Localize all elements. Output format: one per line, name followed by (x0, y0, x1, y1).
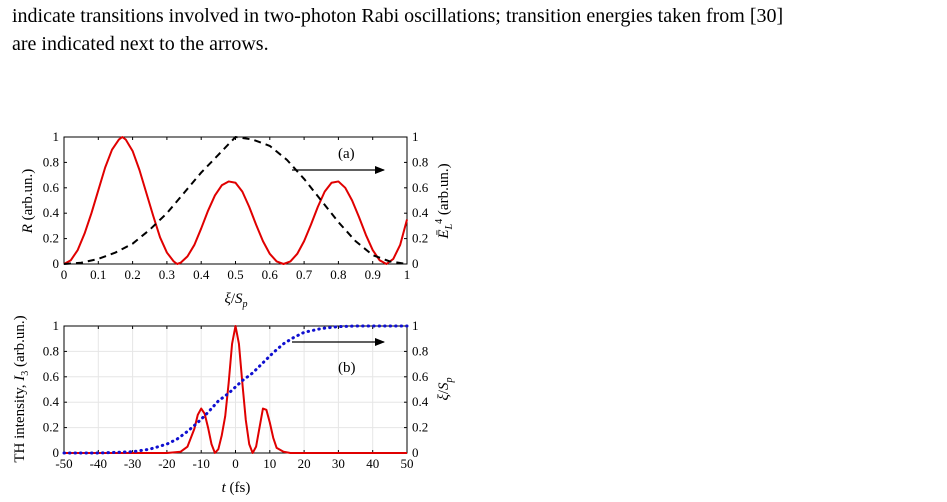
panel-a-xtick-label: 0.2 (124, 267, 140, 282)
panel-a-ylabel-right: ĒL4 (arb.un.) (434, 163, 455, 239)
svg-text:ξ/Sp: ξ/Sp (436, 377, 455, 400)
panel-a-xtick-label: 0.1 (90, 267, 106, 282)
panel-a-ytick-label-right: 1 (412, 129, 419, 144)
panel-b-xtick-label: 40 (366, 456, 379, 471)
panel-b-xtick-label: -10 (193, 456, 210, 471)
panel-a-ytick-label-right: 0.4 (412, 205, 429, 220)
panel-b-xtick-label: 20 (298, 456, 311, 471)
panel-b-ytick-label-right: 0.2 (412, 420, 428, 435)
panel-b-ytick-label-left: 0.8 (43, 343, 59, 358)
svg-text:R (arb.un.): R (arb.un.) (20, 169, 36, 235)
panel-b-ticks: -50 -40 -30 -20 -10 0 10 20 30 40 5000.20.40.60.81… (43, 318, 429, 471)
panel-b-xtick-label: -50 (55, 456, 72, 471)
panel-b-xtick-label: 0 (232, 456, 239, 471)
panel-a-ticks: 0 0.1 0.2 0.3 0.4 0.5 0.6 0.7 0.8 0.9 100.20.40.60… (43, 129, 429, 282)
panel-a-xtick-label: 0.6 (262, 267, 279, 282)
panel-b-xtick-label: 10 (263, 456, 276, 471)
panel-b-series-0-line (64, 325, 407, 454)
svg-text:TH intensity, I3 (arb.un.): TH intensity, I3 (arb.un.) (12, 315, 31, 462)
panel-b-ylabel-left: TH intensity, I3 (arb.un.) (12, 315, 31, 462)
panel-a-ytick-label-left: 1 (53, 129, 60, 144)
panel-a-ytick-label-right: 0.8 (412, 154, 428, 169)
panel-b-ytick-label-right: 0 (412, 445, 419, 460)
panel-b-ytick-label-left: 1 (53, 318, 60, 333)
panel-b-ylabel-right: ξ/Sp (436, 377, 455, 400)
panel-a-ytick-label-left: 0.2 (43, 231, 59, 246)
panel-a-xlabel: ξ/Sp (224, 291, 247, 310)
figure-caption-text: indicate transitions involved in two-pho… (12, 2, 942, 58)
panel-b-ytick-label-left: 0 (53, 445, 60, 460)
panel-b-ytick-label-right: 0.4 (412, 394, 429, 409)
panel-b-grid (64, 326, 407, 453)
panel-a: 0 0.1 0.2 0.3 0.4 0.5 0.6 0.7 0.8 0.9 100.20.40.60… (20, 129, 455, 310)
panel-b-ytick-label-left: 0.2 (43, 420, 59, 435)
panel-b-xtick-label: 30 (332, 456, 345, 471)
svg-text:ĒL4 (arb.un.): ĒL4 (arb.un.) (434, 163, 455, 239)
panel-a-ytick-label-left: 0.4 (43, 205, 60, 220)
panel-b-label: (b) (338, 360, 356, 376)
panel-b-series-1-line (62, 324, 409, 455)
panel-a-xtick-label: 0 (61, 267, 68, 282)
panel-b-ytick-label-left: 0.4 (43, 394, 60, 409)
panel-b-series (62, 324, 409, 455)
panel-a-xtick-label: 0.9 (365, 267, 381, 282)
panel-b-xtick-label: 50 (401, 456, 414, 471)
panel-b: -50 -40 -30 -20 -10 0 10 20 30 40 5000.20.40.60.81… (12, 315, 455, 496)
panel-a-ytick-label-right: 0.6 (412, 180, 429, 195)
panel-a-ylabel-left: R (arb.un.) (20, 169, 36, 235)
panel-b-xtick-label: -30 (124, 456, 141, 471)
panel-a-xtick-label: 0.7 (296, 267, 313, 282)
panel-a-series-1-line (63, 136, 408, 265)
panel-a-ytick-label-right: 0.2 (412, 231, 428, 246)
panel-b-ytick-label-left: 0.6 (43, 369, 60, 384)
panel-b-ytick-label-right: 1 (412, 318, 419, 333)
panel-a-xtick-label: 0.8 (330, 267, 346, 282)
panel-b-ytick-label-right: 0.6 (412, 369, 429, 384)
panel-b-xlabel: t (fs) (222, 480, 251, 496)
panel-a-xtick-label: 0.4 (193, 267, 210, 282)
panel-a-xtick-label: 1 (404, 267, 411, 282)
panel-a-ytick-label-left: 0.6 (43, 180, 60, 195)
panel-a-xtick-label: 0.5 (227, 267, 243, 282)
panel-a-label: (a) (338, 146, 355, 162)
panel-b-xtick-label: -20 (158, 456, 175, 471)
panel-a-frame (63, 136, 408, 265)
panel-a-series (63, 136, 408, 265)
panel-a-ytick-label-right: 0 (412, 256, 419, 271)
panel-a-ytick-label-left: 0.8 (43, 154, 59, 169)
panel-a-xtick-label: 0.3 (159, 267, 175, 282)
panel-a-ytick-label-left: 0 (53, 256, 60, 271)
caption-line-1: indicate transitions involved in two-pho… (12, 5, 784, 27)
panel-b-ytick-label-right: 0.8 (412, 343, 428, 358)
panel-a-series-0-line (63, 136, 408, 265)
panel-b-xtick-label: -40 (90, 456, 107, 471)
caption-line-2: are indicated next to the arrows. (12, 33, 269, 55)
